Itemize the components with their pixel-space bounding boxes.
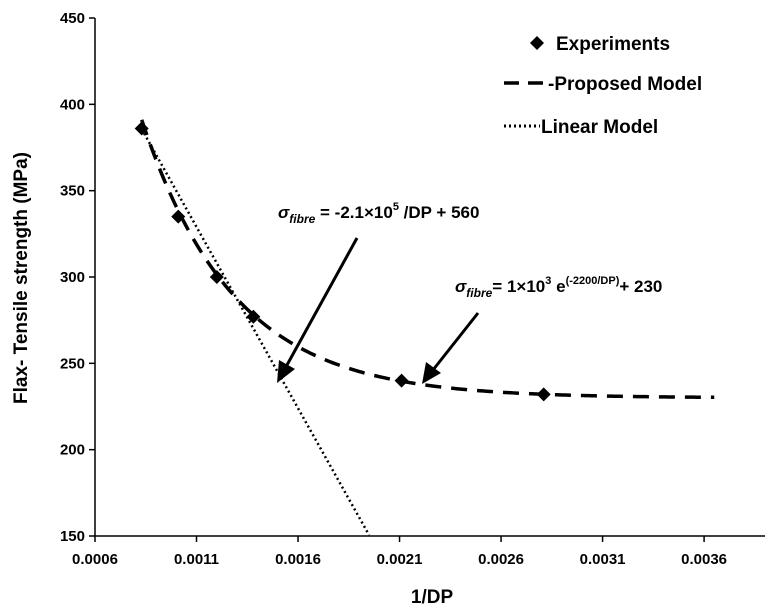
x-tick-label: 0.0026 (478, 551, 524, 568)
x-tick-label: 0.0031 (580, 551, 626, 568)
legend-item-experiments: Experiments (530, 34, 670, 55)
linear-equation-arrow (277, 237, 359, 383)
experiment-point (134, 121, 149, 136)
annotation-linear-equation: σfibre = -2.1×105 /DP + 560 (277, 201, 479, 383)
x-tick-label: 0.0016 (275, 551, 321, 568)
y-tick-label: 300 (60, 269, 85, 286)
legend-item-proposed-model: -Proposed Model (504, 74, 702, 95)
experiment-point (536, 387, 551, 402)
y-tick-label: 200 (60, 442, 85, 459)
x-tick-label: 0.0011 (174, 551, 219, 568)
experiment-point (394, 373, 409, 388)
x-tick-label: 0.0006 (72, 551, 118, 568)
legend-diamond-marker (530, 36, 544, 50)
x-axis-label: 1/DP (411, 587, 454, 608)
experiment-point (246, 309, 261, 324)
y-tick-label: 450 (60, 10, 85, 27)
y-tick-label: 350 (60, 183, 85, 200)
linear-equation-text: σfibre = -2.1×105 /DP + 560 (278, 201, 479, 226)
y-tick-label: 250 (60, 355, 85, 372)
linear-model-line (140, 128, 371, 536)
legend: Experiments -Proposed Model Linear Model (504, 34, 702, 138)
y-axis-label: Flax- Tensile strength (MPa) (11, 152, 32, 404)
experiment-point (209, 270, 224, 284)
proposed-equation-arrow (422, 312, 480, 384)
legend-item-linear-model: Linear Model (504, 117, 658, 138)
experiment-point (171, 209, 186, 224)
legend-label-experiments: Experiments (556, 34, 670, 55)
y-tick-label: 150 (60, 528, 85, 545)
annotation-proposed-equation: σfibre= 1×103 e(-2200/DP)+ 230 (422, 275, 662, 384)
proposed-equation-text: σfibre= 1×103 e(-2200/DP)+ 230 (455, 275, 662, 300)
y-tick-label: 400 (60, 96, 85, 113)
x-tick-label: 0.0036 (681, 551, 727, 568)
legend-label-proposed-model: -Proposed Model (548, 74, 702, 95)
legend-label-linear-model: Linear Model (541, 117, 658, 138)
proposed-model-line (140, 119, 715, 400)
x-tick-label: 0.0021 (377, 551, 423, 568)
plot-area: 150 200 250 300 350 400 450 0.0006 0.0011 0.0016 0… (60, 10, 765, 568)
